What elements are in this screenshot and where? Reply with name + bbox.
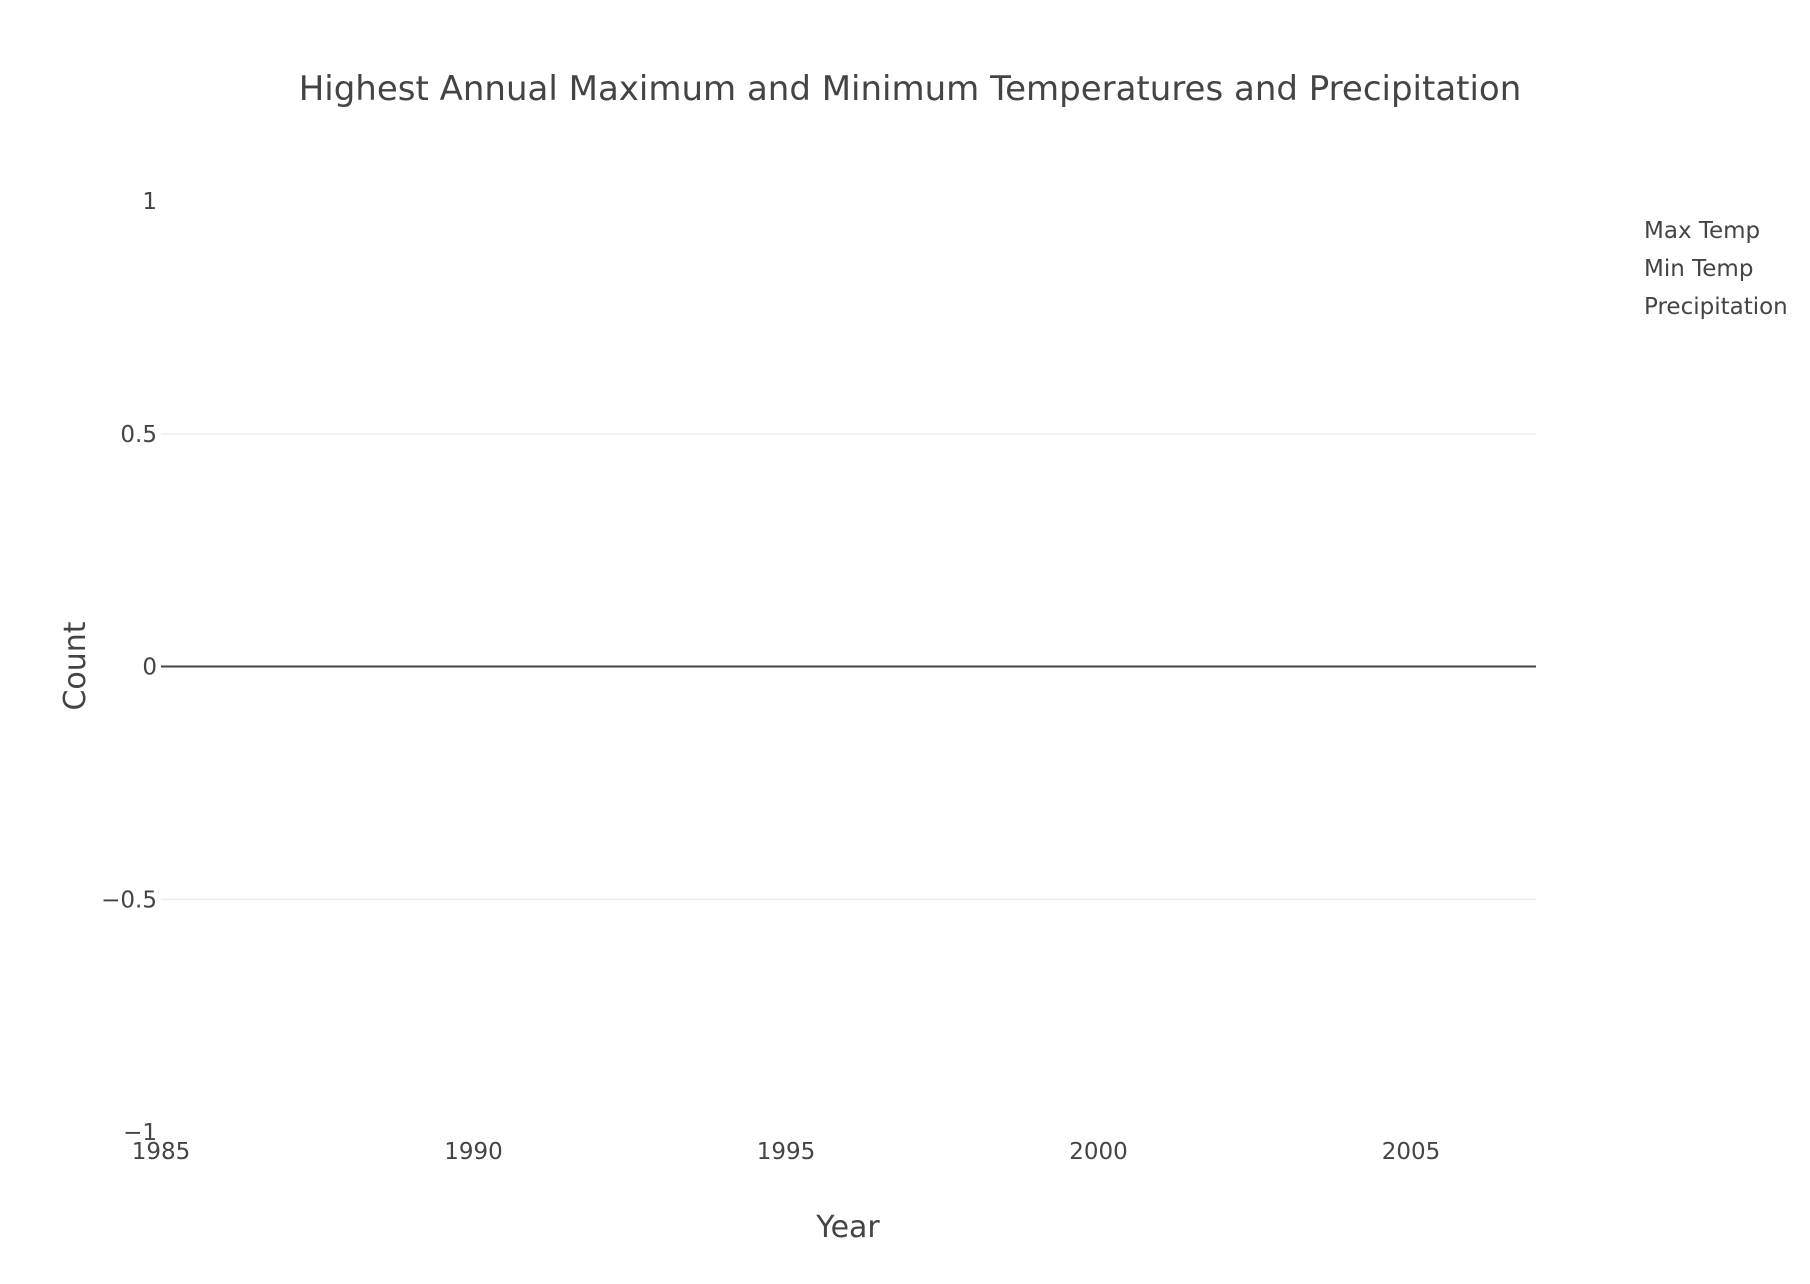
y-tick-label: 1: [142, 189, 157, 215]
y-tick-label: −1: [123, 1120, 157, 1146]
chart-title: Highest Annual Maximum and Minimum Tempe…: [299, 69, 1522, 109]
x-tick-label: 1985: [132, 1139, 191, 1165]
legend[interactable]: Max Temp Min Temp Precipitation: [1644, 218, 1788, 320]
legend-item[interactable]: Min Temp: [1644, 256, 1753, 282]
y-tick-label: 0: [142, 655, 157, 681]
legend-item[interactable]: Max Temp: [1644, 218, 1760, 244]
x-axis-title: Year: [815, 1210, 880, 1245]
y-axis-ticks: 1 0.5 0 −0.5 −1: [101, 189, 157, 1146]
x-axis-ticks: 1985 1990 1995 2000 2005: [132, 1139, 1441, 1165]
y-tick-label: 0.5: [120, 422, 157, 448]
legend-item[interactable]: Precipitation: [1644, 294, 1788, 320]
y-tick-label: −0.5: [101, 887, 157, 913]
x-tick-label: 2005: [1382, 1139, 1441, 1165]
grid-layer: [161, 433, 1536, 900]
y-axis-title: Count: [58, 621, 93, 710]
x-tick-label: 2000: [1069, 1139, 1128, 1165]
x-tick-label: 1990: [444, 1139, 503, 1165]
x-tick-label: 1995: [757, 1139, 816, 1165]
